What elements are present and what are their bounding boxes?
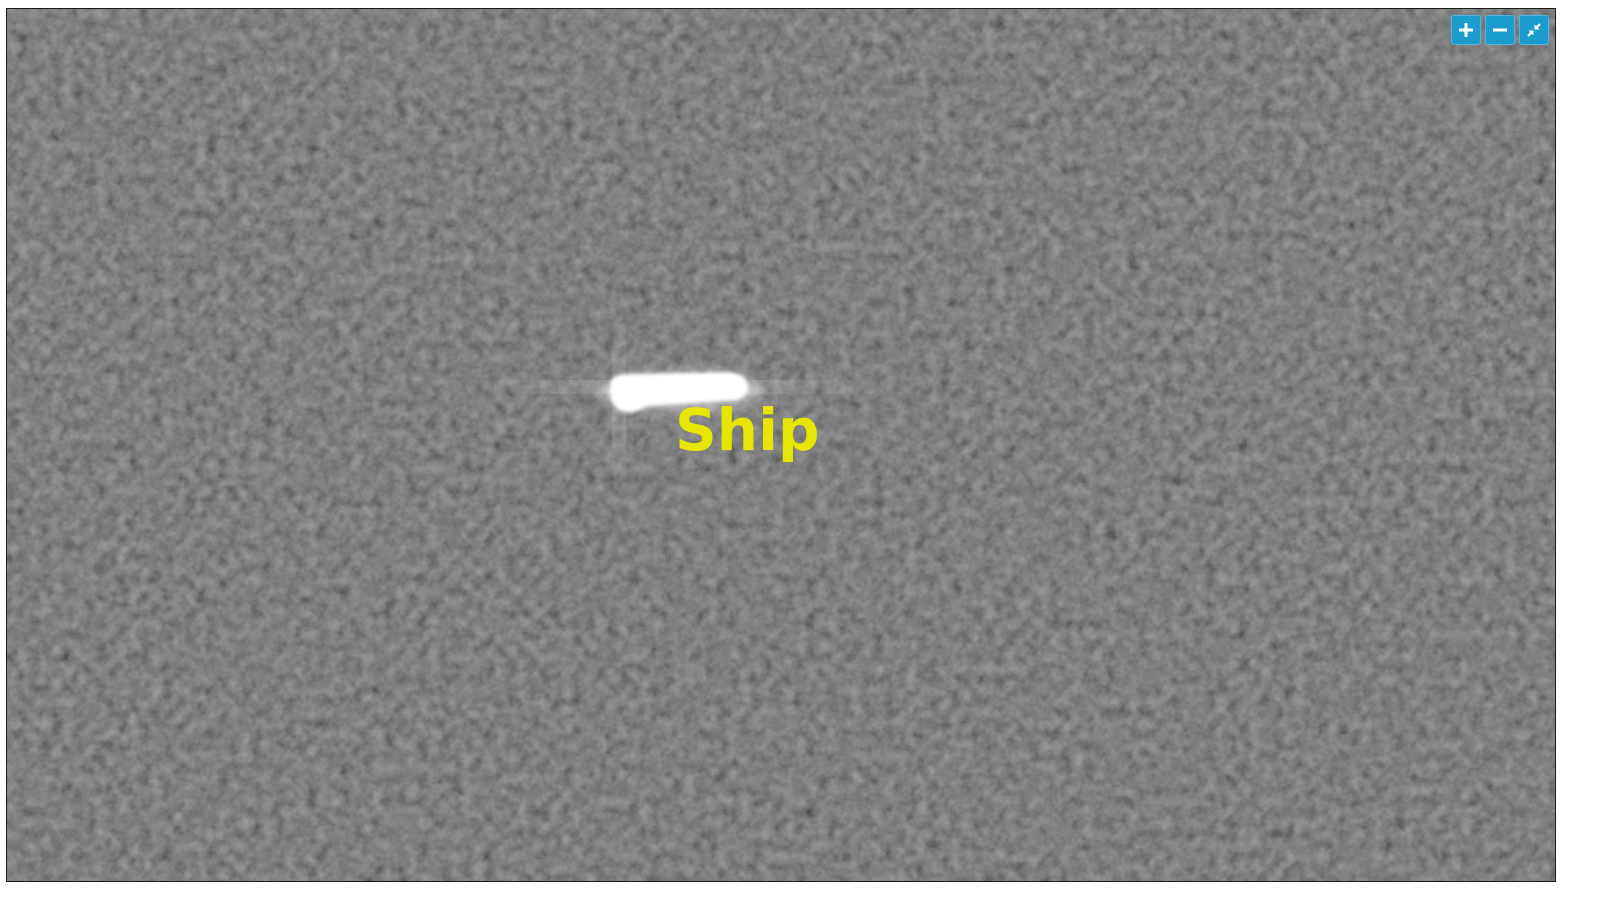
zoom-in-button[interactable] bbox=[1451, 15, 1481, 45]
collapse-arrows-icon bbox=[1527, 23, 1541, 37]
minus-icon bbox=[1493, 28, 1507, 32]
speckle-noise bbox=[7, 9, 1555, 881]
plus-icon bbox=[1459, 23, 1473, 37]
fit-view-button[interactable] bbox=[1519, 15, 1549, 45]
map-controls bbox=[1451, 15, 1549, 45]
detection-label-ship: Ship bbox=[675, 396, 820, 464]
zoom-out-button[interactable] bbox=[1485, 15, 1515, 45]
image-viewer[interactable]: Ship bbox=[6, 8, 1556, 882]
ship-target bbox=[598, 372, 763, 413]
sar-image[interactable] bbox=[7, 9, 1555, 881]
